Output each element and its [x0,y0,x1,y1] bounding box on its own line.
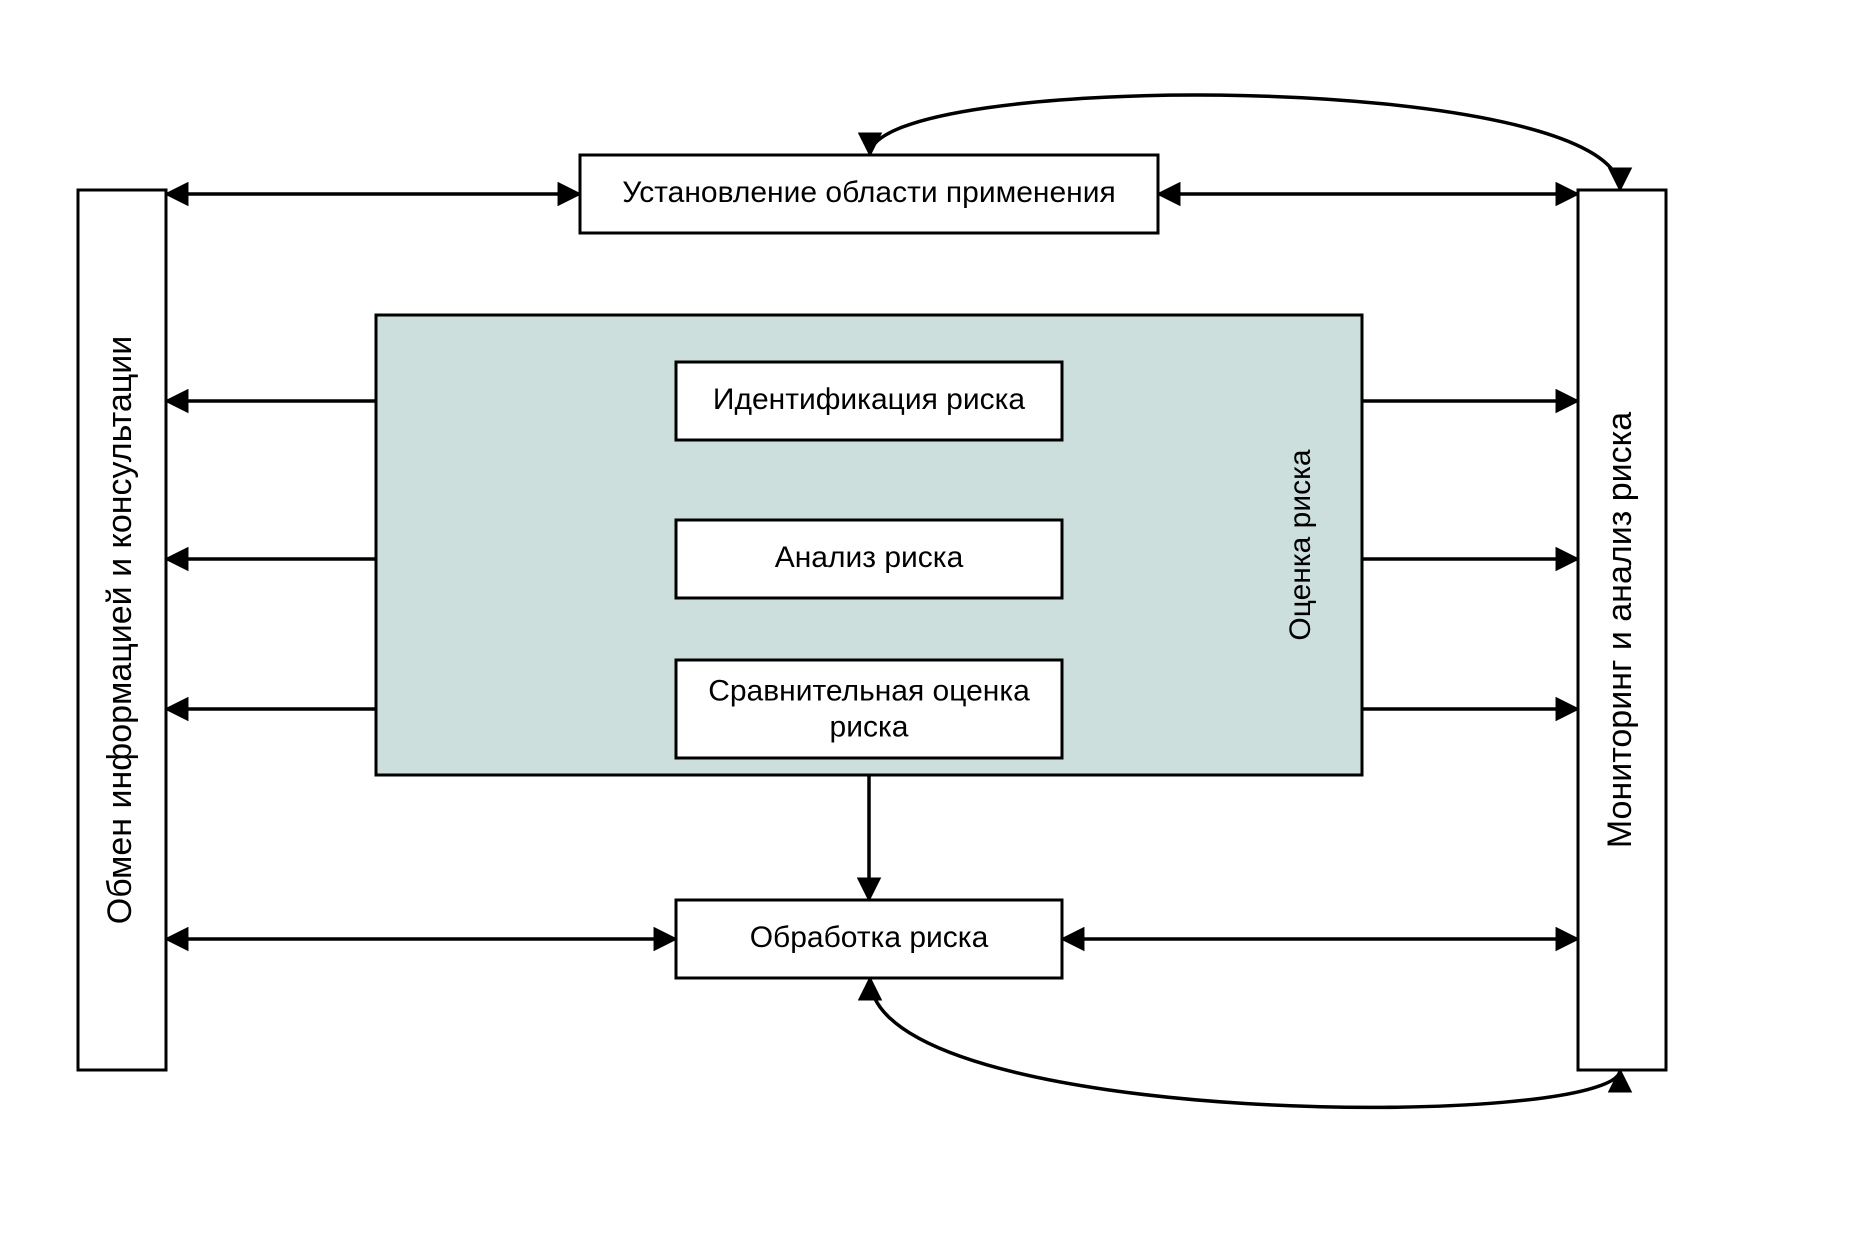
assessment-group-label: Оценка риска [1284,449,1317,640]
communication-sidebar-label: Обмен информацией и консультации [101,336,139,924]
edge-bottom-arc [870,978,1620,1107]
treatment-node-label: Обработка риска [750,921,989,954]
identification-node-label: Идентификация риска [713,383,1025,416]
scope-node-label: Установление области применения [622,176,1116,209]
analysis-node-label: Анализ риска [775,541,964,574]
monitoring-sidebar-label: Мониторинг и анализ риска [1601,412,1639,848]
risk-management-flowchart: Оценка риска Обмен информацией и консульт… [0,0,1867,1243]
